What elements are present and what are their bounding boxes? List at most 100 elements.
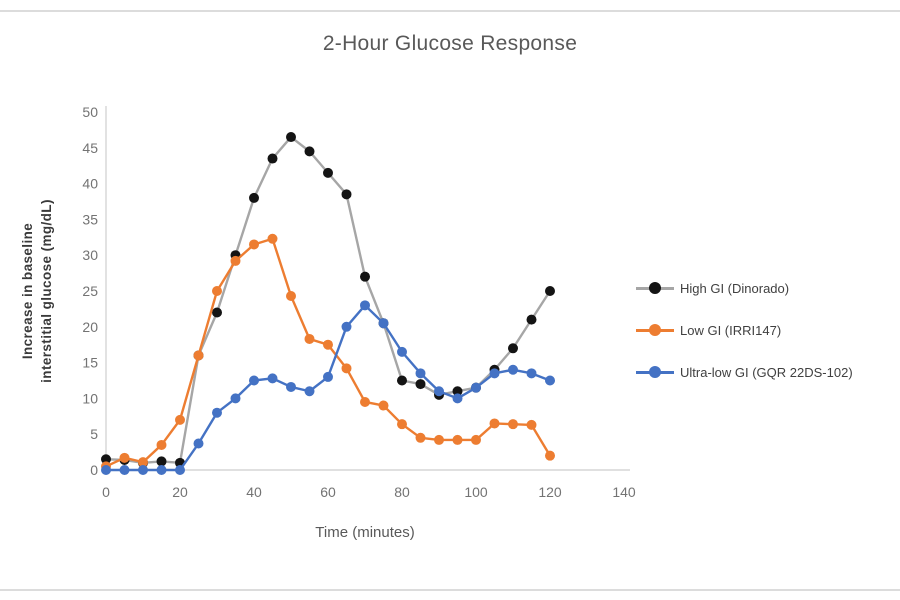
series-marker: [341, 189, 352, 200]
series-marker: [175, 465, 185, 475]
series-marker: [415, 379, 426, 390]
series-marker: [156, 439, 167, 450]
series-marker: [323, 167, 333, 178]
legend-item-high-gi: High GI (Dinorado): [636, 280, 853, 296]
series-marker: [230, 255, 241, 266]
legend-line-marker-icon: [636, 366, 674, 378]
series-marker: [175, 414, 185, 425]
series-marker: [489, 418, 500, 429]
top-edge-line: [0, 10, 900, 12]
legend-item-ultra-low-gi: Ultra-low GI (GQR 22DS-102): [636, 364, 853, 380]
series-marker: [119, 465, 130, 475]
series-marker: [286, 381, 296, 392]
series-marker: [471, 382, 481, 393]
y-tick-label: 25: [82, 283, 98, 299]
series-marker: [415, 368, 426, 379]
series-marker: [212, 286, 222, 296]
series-marker: [378, 318, 389, 329]
y-tick-label: 30: [82, 247, 98, 263]
series-marker: [286, 291, 296, 302]
legend-line-marker-icon: [636, 282, 674, 294]
series-line-0: [104, 135, 552, 465]
y-tick-label: 35: [82, 211, 98, 227]
legend-item-label: Low GI (IRRI147): [680, 322, 782, 338]
x-tick-label: 80: [394, 484, 410, 500]
series-marker: [249, 239, 259, 250]
series-marker: [397, 419, 407, 430]
series-marker: [508, 364, 518, 375]
series-marker: [119, 452, 130, 463]
series-marker: [360, 271, 370, 282]
legend-line-marker-icon: [636, 324, 674, 336]
y-tick-label: 45: [82, 140, 98, 156]
series-marker: [397, 346, 407, 357]
series-marker: [526, 314, 537, 325]
series-marker: [249, 375, 259, 386]
chart-title: 2-Hour Glucose Response: [322, 32, 578, 55]
legend-item-label: High GI (Dinorado): [680, 280, 790, 296]
series-marker: [193, 438, 204, 449]
series-marker: [341, 321, 352, 332]
x-tick-label: 120: [538, 484, 562, 500]
series-marker: [434, 386, 444, 397]
series-marker: [304, 333, 315, 344]
series-marker: [323, 371, 333, 382]
series-marker: [156, 465, 167, 475]
legend-dot-icon: [649, 282, 661, 294]
series-marker: [508, 419, 518, 430]
bottom-edge-line: [0, 589, 900, 591]
series-marker: [193, 350, 204, 361]
series-marker: [101, 465, 111, 475]
y-tick-label: 20: [82, 319, 98, 335]
series-marker: [415, 432, 426, 443]
series-marker: [267, 233, 278, 244]
series-marker: [545, 450, 555, 461]
y-tick-label: 10: [82, 390, 98, 406]
series-marker: [138, 465, 148, 475]
series-marker: [212, 307, 222, 318]
series-marker: [434, 434, 444, 445]
legend-dot-icon: [649, 324, 661, 336]
legend-item-low-gi: Low GI (IRRI147): [636, 322, 853, 338]
series-marker: [489, 368, 500, 379]
series-line-2: [104, 304, 552, 472]
series-marker: [378, 400, 389, 411]
series-marker: [286, 132, 296, 143]
chart-legend: High GI (Dinorado) Low GI (IRRI147) Ultr…: [636, 280, 853, 406]
x-axis-label: Time (minutes): [315, 524, 415, 541]
series-marker: [304, 146, 315, 157]
series-marker: [341, 363, 352, 374]
x-tick-label: 60: [320, 484, 336, 500]
series-marker: [545, 375, 555, 386]
series-marker: [230, 393, 241, 404]
series-marker: [249, 192, 259, 203]
series-line-1: [104, 237, 552, 468]
y-tick-label: 0: [90, 462, 98, 478]
series-marker: [101, 454, 111, 465]
series-marker: [452, 386, 463, 397]
series-marker: [526, 368, 537, 379]
series-marker: [452, 393, 463, 404]
series-marker: [508, 343, 518, 354]
series-marker: [526, 419, 537, 430]
x-tick-label: 140: [612, 484, 636, 500]
series-marker: [267, 373, 278, 384]
series-marker: [212, 407, 222, 418]
legend-dot-icon: [649, 366, 661, 378]
series-marker: [156, 456, 167, 467]
y-tick-label: 50: [82, 104, 98, 120]
legend-item-label: Ultra-low GI (GQR 22DS-102): [680, 364, 853, 380]
series-marker: [360, 300, 370, 311]
x-tick-label: 100: [464, 484, 488, 500]
series-marker: [545, 286, 555, 296]
series-marker: [397, 375, 407, 386]
series-marker: [452, 434, 463, 445]
y-tick-label: 15: [82, 355, 98, 371]
y-tick-label: 5: [90, 426, 98, 442]
x-tick-label: 40: [246, 484, 262, 500]
series-marker: [323, 339, 333, 350]
y-tick-label: 40: [82, 176, 98, 192]
series-marker: [471, 434, 481, 445]
